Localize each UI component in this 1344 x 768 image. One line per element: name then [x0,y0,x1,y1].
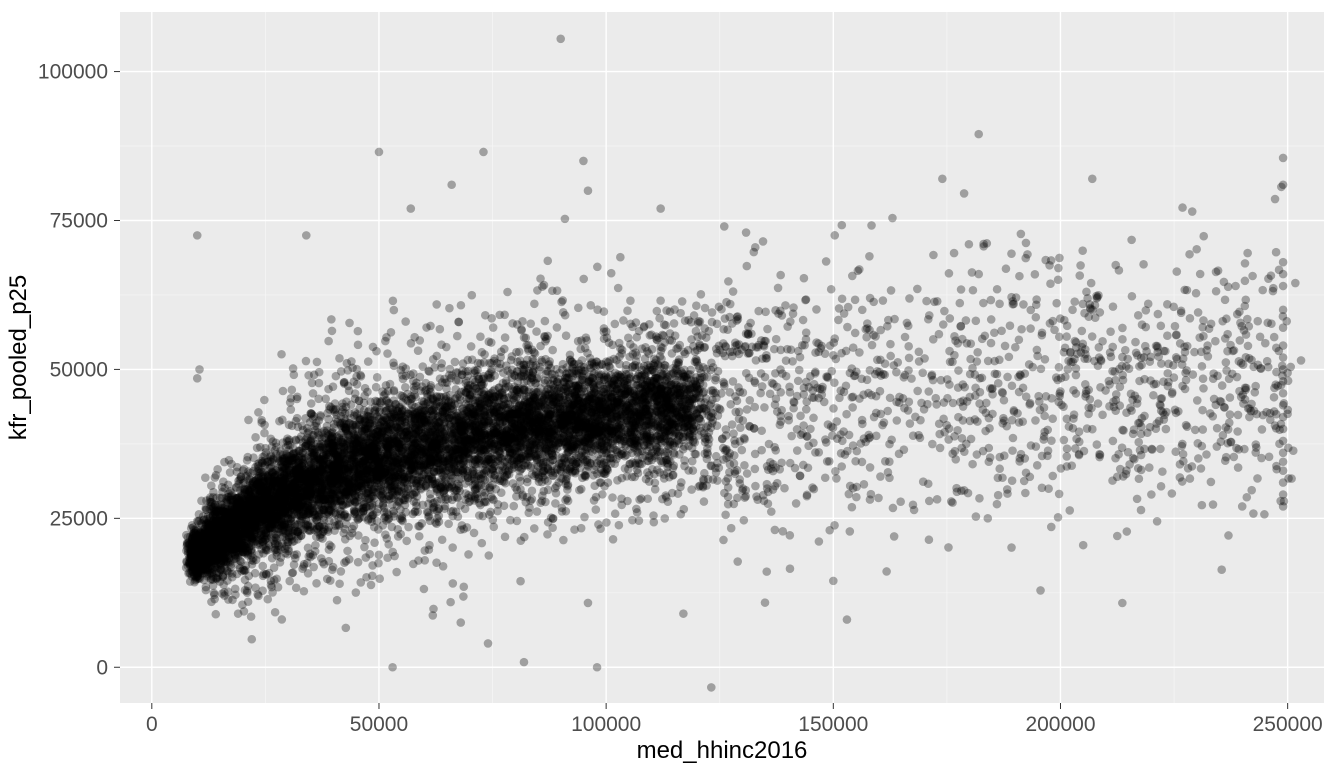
data-point [459,359,468,368]
data-point [258,562,267,571]
data-point [548,346,557,355]
data-point [657,347,666,356]
data-point [373,373,382,382]
scatter-chart: 0500001000001500002000002500000250005000… [0,0,1344,768]
chart-svg: 0500001000001500002000002500000250005000… [0,0,1344,768]
